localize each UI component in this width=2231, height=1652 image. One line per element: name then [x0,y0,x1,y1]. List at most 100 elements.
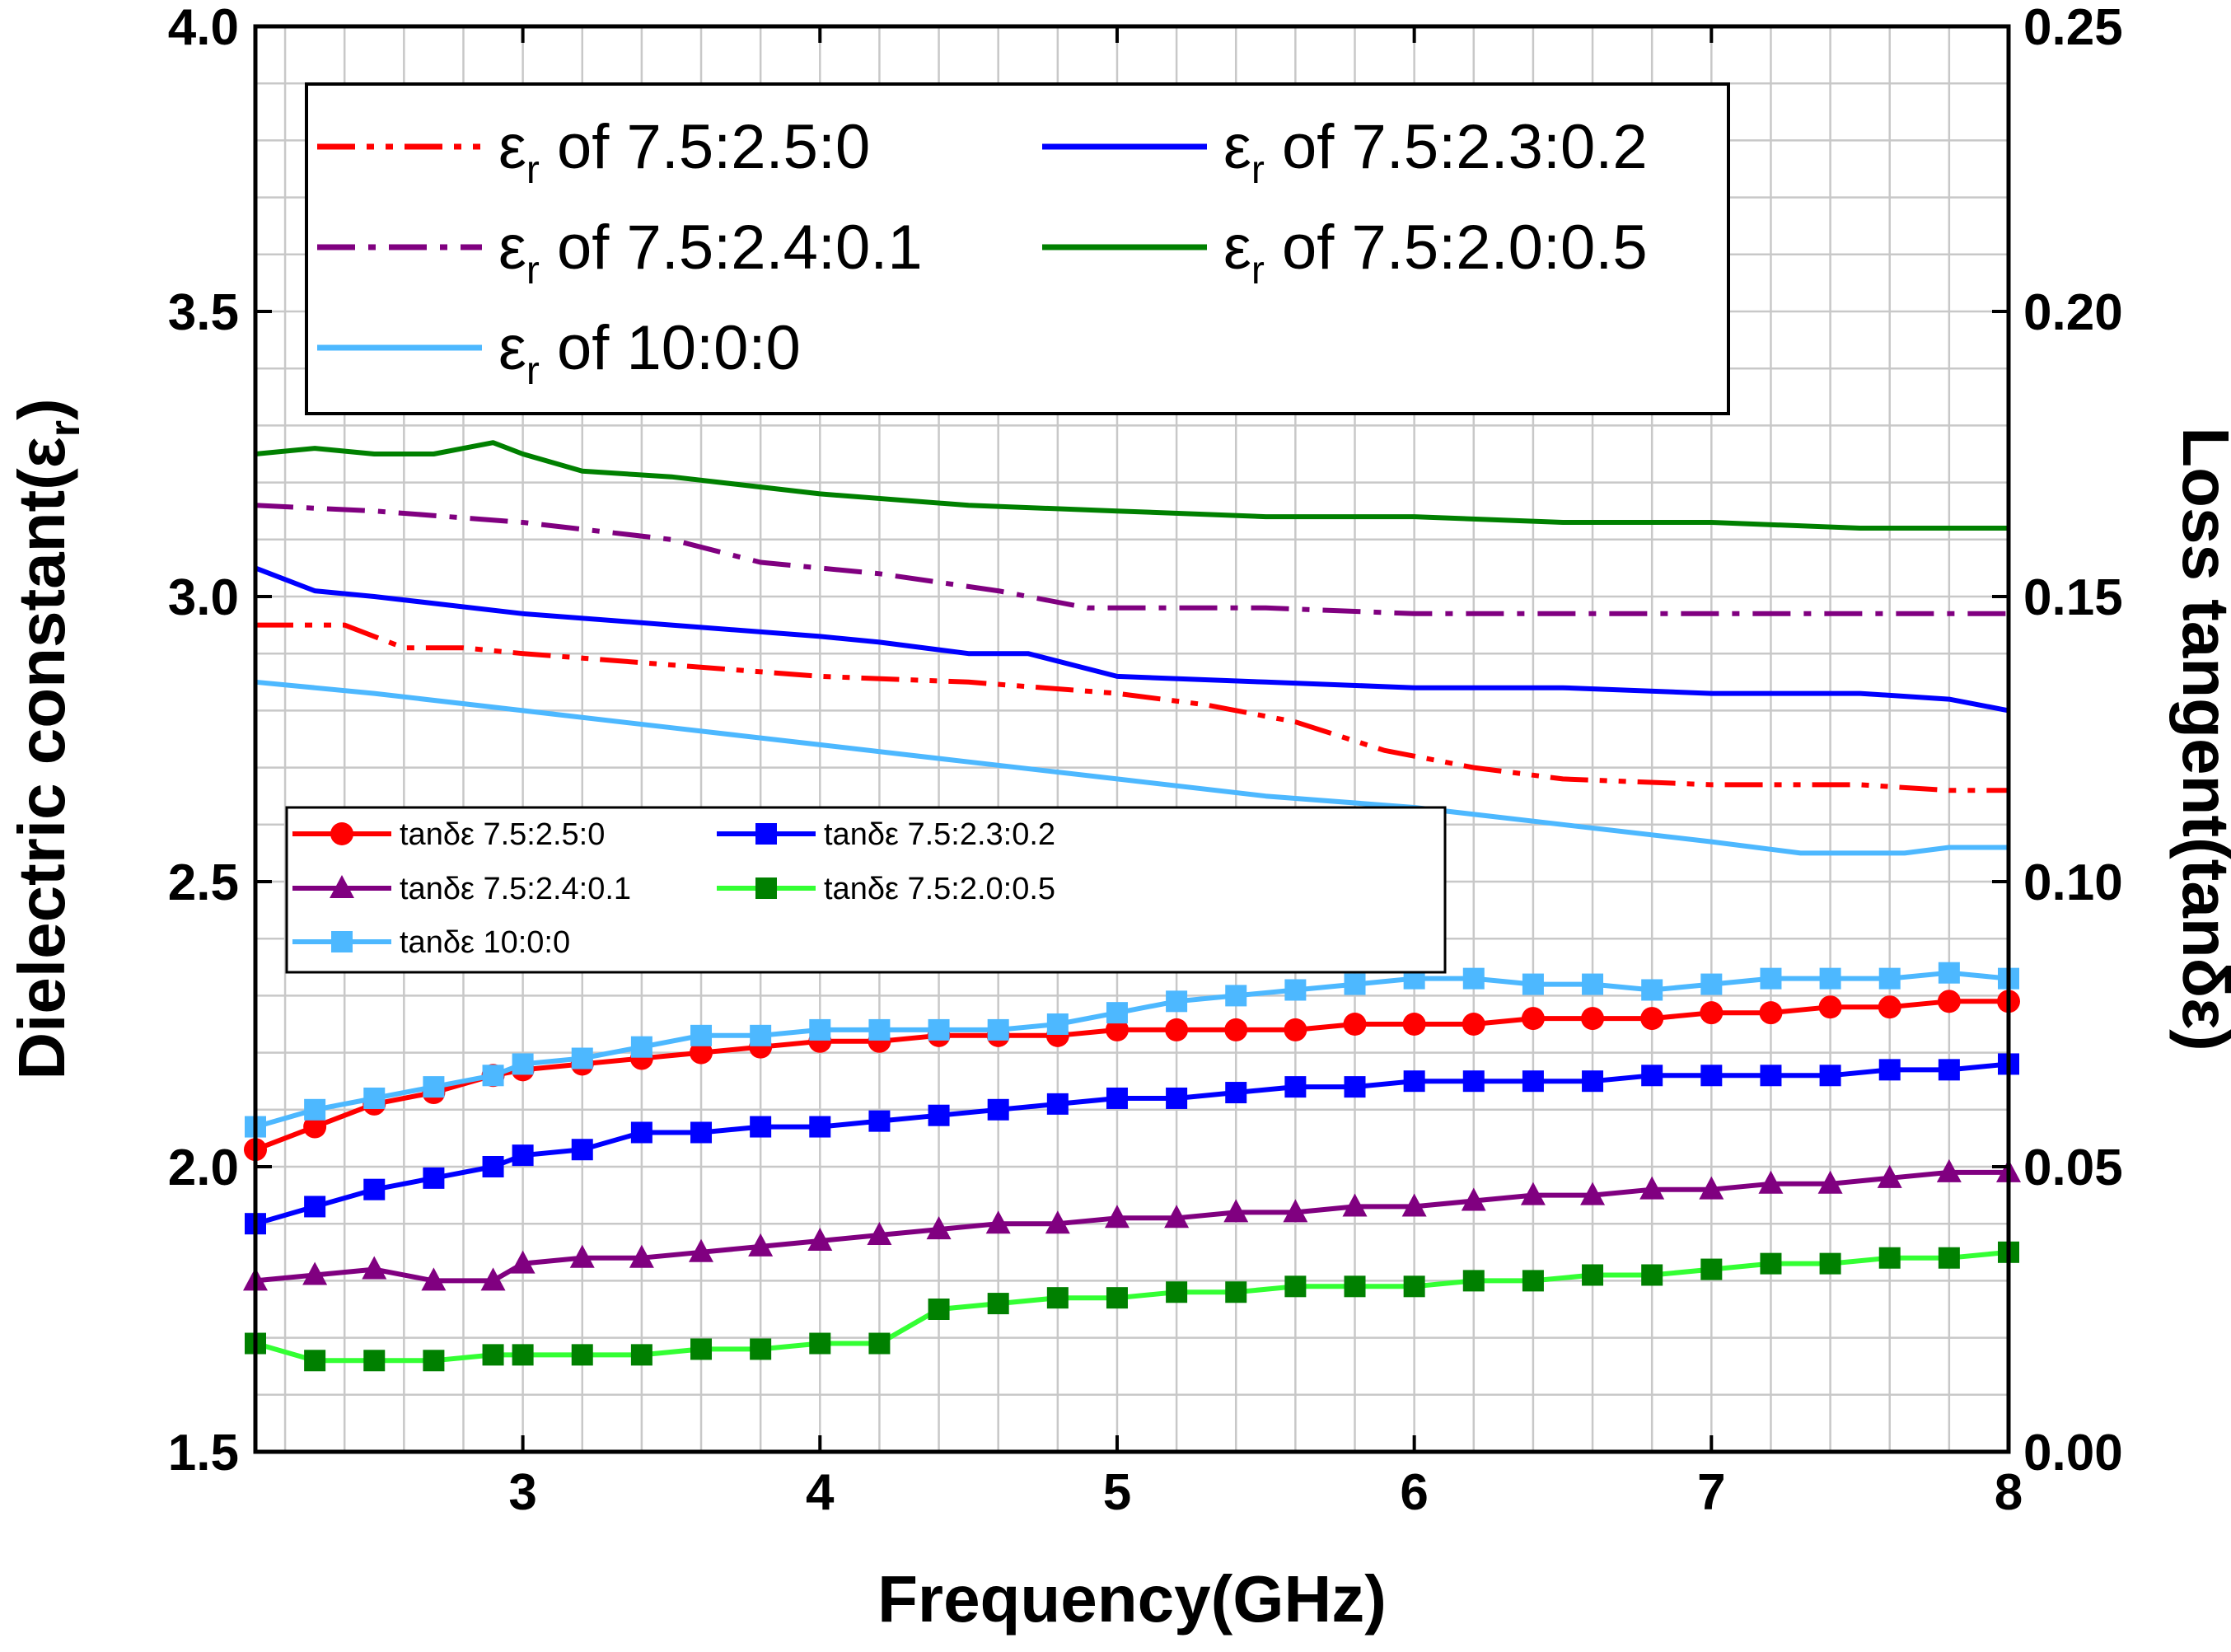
data-point-tan2 [1938,1059,1960,1081]
data-point-tan4 [423,1350,445,1372]
data-point-tan5 [809,1018,831,1041]
data-point-tan4 [1700,1258,1723,1280]
data-point-tan2 [809,1116,831,1138]
data-point-tan1 [1224,1018,1248,1041]
data-point-tan5 [987,1018,1009,1041]
data-point-tan4 [1522,1270,1544,1292]
data-point-tan4 [1106,1287,1128,1309]
y-axis-title-sub: r [41,420,89,437]
data-point-tan1 [1700,1001,1724,1025]
y-tick-label: 3.5 [168,284,239,341]
legend-marker-tan3 [330,875,354,898]
y-tick-label: 1.5 [168,1425,239,1481]
data-point-tan4 [690,1338,713,1360]
data-point-tan4 [1641,1264,1663,1286]
data-point-tan1 [1402,1013,1426,1036]
y2-tick-label: 0.20 [2023,284,2123,341]
data-point-tan4 [1225,1281,1247,1303]
data-point-tan2 [1760,1065,1782,1087]
data-point-tan2 [1284,1076,1307,1098]
data-point-tan4 [1284,1275,1307,1298]
legend-marker-tan2 [755,823,777,845]
data-point-tan3 [689,1238,714,1262]
data-point-tan3 [748,1233,774,1257]
data-point-tan5 [1760,967,1782,990]
series-er4 [255,440,2009,531]
legend-marker-tan1 [330,822,353,845]
data-point-tan4 [1344,1275,1366,1298]
data-point-tan1 [1581,1007,1605,1031]
legend-dielectric-box [305,82,1730,415]
data-point-tan4 [1878,1247,1901,1269]
data-point-tan3 [1580,1182,1606,1205]
x-tick-label: 4 [806,1464,835,1521]
data-point-tan2 [482,1156,504,1177]
data-point-tan3 [302,1261,328,1285]
x-tick-label: 8 [1995,1464,2023,1521]
data-point-tan3 [1639,1176,1665,1200]
data-point-tan5 [1225,985,1247,1007]
data-point-tan3 [510,1250,536,1274]
data-point-tan2 [928,1104,950,1126]
data-point-tan4 [1166,1281,1188,1303]
data-point-tan2 [571,1139,593,1161]
x-tick-label: 7 [1697,1464,1725,1521]
data-point-tan2 [868,1110,891,1132]
legend-dielectric: εr of 7.5:2.5:0 εr of 7.5:2.3:0.2 εr of 7.… [305,82,1730,415]
data-point-tan5 [571,1047,593,1069]
data-point-tan1 [1640,1007,1664,1031]
data-point-tan1 [1521,1007,1545,1031]
legend-label-er3: εr of 7.5:2.4:0.1 [498,213,923,292]
series-tan4 [245,1241,2019,1372]
data-point-tan1 [1878,995,1901,1019]
data-point-tan3 [1283,1199,1308,1223]
data-point-tan3 [807,1227,833,1251]
legend-label-tan2: tanδε 7.5:2.3:0.2 [824,817,1055,852]
legend-label-tan4: tanδε 7.5:2.0:0.5 [824,872,1055,906]
y-tick-label: 4.0 [168,0,239,56]
data-point-tan4 [482,1344,504,1366]
data-point-tan5 [630,1036,652,1058]
data-point-tan2 [1582,1070,1604,1093]
data-point-tan5 [1878,967,1901,990]
data-point-tan3 [1699,1176,1724,1200]
series-line-er2 [254,565,2009,714]
x-tick-label: 6 [1400,1464,1428,1521]
data-point-tan5 [1046,1013,1069,1035]
data-point-tan3 [1342,1193,1368,1217]
data-point-tan4 [928,1299,950,1320]
data-point-tan5 [1582,973,1604,995]
series-er5 [255,679,2009,856]
series-er2 [254,565,2009,714]
data-point-tan4 [1462,1270,1485,1292]
data-point-tan4 [571,1344,593,1366]
data-point-tan1 [1105,1018,1129,1041]
legend-label-er4: εr of 7.5:2.0:0.5 [1223,213,1648,292]
data-point-tan5 [363,1087,386,1109]
y-axis-title: Dielectric constant(εr) [5,398,89,1079]
data-point-tan3 [1520,1182,1546,1205]
data-point-tan1 [1343,1013,1367,1036]
data-point-tan4 [1938,1247,1960,1269]
data-point-tan5 [1344,973,1366,995]
data-point-tan3 [1817,1170,1843,1194]
data-point-tan3 [867,1222,892,1246]
y2-tick-label: 0.00 [2023,1425,2123,1481]
series-er1 [255,622,2009,793]
data-point-tan1 [1937,990,1961,1013]
series-tan5 [245,962,2019,1138]
data-point-tan5 [868,1018,891,1041]
y2-tick-label: 0.25 [2023,0,2123,56]
y-tick-label: 2.0 [168,1140,239,1196]
data-point-tan3 [569,1244,595,1268]
data-point-tan5 [1522,973,1544,995]
data-point-tan5 [1938,962,1960,984]
data-point-tan2 [1641,1065,1663,1087]
data-point-tan5 [1106,1002,1128,1024]
data-point-tan4 [1760,1252,1782,1275]
y-axis-title-tail: ) [5,398,78,420]
data-point-tan2 [1462,1070,1485,1093]
y-axis-title-main: Dielectric constant(ε [5,437,78,1079]
data-point-tan4 [1046,1287,1069,1309]
